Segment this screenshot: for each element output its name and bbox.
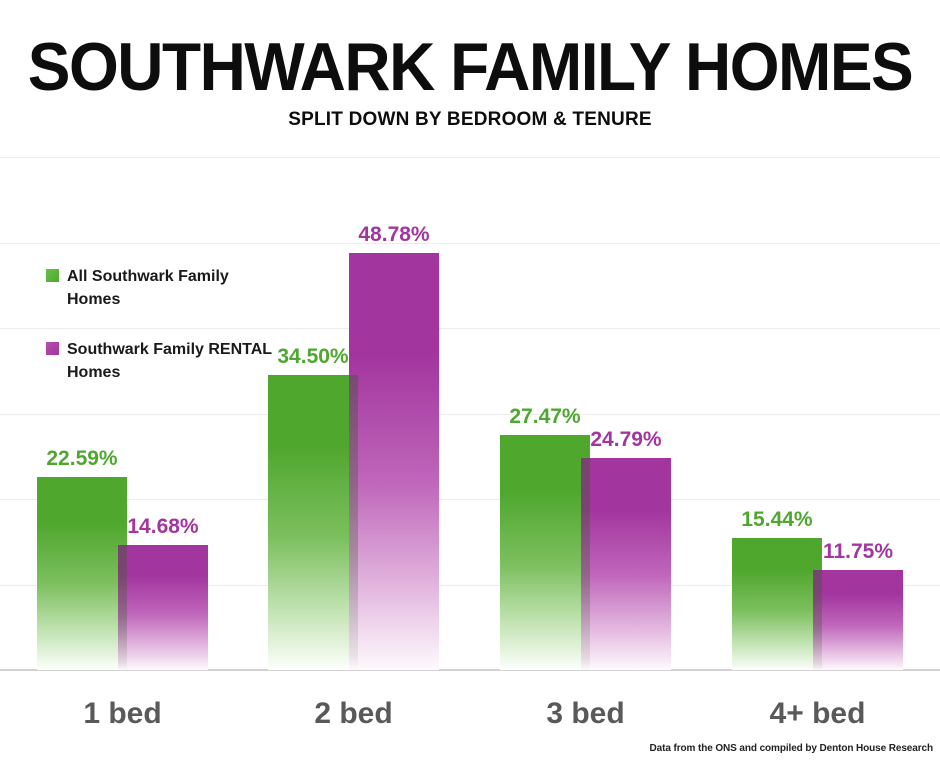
x-axis-baseline [0,669,940,671]
legend: All Southwark Family Homes Southwark Fam… [46,266,282,413]
bar-southwark-family-rental-homes-2-bed [349,252,439,670]
plot-area: 22.59% 14.68% 34.50% 48.78% 27.47% 24.79% 15.4… [0,157,940,671]
legend-swatch-all-homes [46,269,59,282]
category-label-4-bed: 4+ bed [769,697,866,730]
legend-label-rental-homes: Southwark Family RENTAL Homes [67,341,272,382]
legend-item-all-homes: All Southwark Family Homes [46,266,282,311]
bar-southwark-family-rental-homes-1-bed [118,544,208,670]
value-label-all-southwark-family-homes-2-bed: 34.50% [277,345,349,369]
value-label-southwark-family-rental-homes-1-bed: 14.68% [127,514,199,538]
gridline-60pct [0,157,940,158]
bar-overlap-shadow-2-bed [349,375,358,670]
gridline-20pct [0,499,940,500]
category-label-1-bed: 1 bed [83,697,162,730]
bar-southwark-family-rental-homes-3-bed [581,458,671,670]
value-label-all-southwark-family-homes-3-bed: 27.47% [509,405,581,429]
value-label-southwark-family-rental-homes-4-bed: 11.75% [822,539,894,563]
source-footnote: Data from the ONS and compiled by Denton… [649,743,934,754]
gridline-50pct [0,242,940,244]
bar-all-southwark-family-homes-4-bed [732,538,822,670]
gridline-30pct [0,413,940,415]
legend-label-all-homes: All Southwark Family Homes [67,268,229,308]
category-label-2-bed: 2 bed [314,697,393,730]
value-label-southwark-family-rental-homes-2-bed: 48.78% [358,222,430,246]
chart-header: SOUTHWARK FAMILY HOMES SPLIT DOWN BY BED… [0,0,940,131]
chart-title: SOUTHWARK FAMILY HOMES [27,28,914,105]
bar-all-southwark-family-homes-2-bed [268,375,358,670]
value-label-all-southwark-family-homes-1-bed: 22.59% [46,446,118,470]
bar-all-southwark-family-homes-1-bed [37,476,127,670]
chart-subtitle: SPLIT DOWN BY BEDROOM & TENURE [288,109,652,131]
bar-overlap-shadow-4-bed [813,569,822,670]
legend-swatch-rental-homes [46,342,59,356]
bar-overlap-shadow-3-bed [581,458,590,670]
bar-all-southwark-family-homes-3-bed [500,435,590,670]
value-label-all-southwark-family-homes-4-bed: 15.44% [741,508,813,531]
gridline-10pct [0,584,940,586]
bar-overlap-shadow-1-bed [118,544,127,670]
gridline-40pct [0,328,940,329]
category-label-3-bed: 3 bed [546,697,625,730]
bar-southwark-family-rental-homes-4-bed [813,569,903,670]
value-label-southwark-family-rental-homes-3-bed: 24.79% [590,428,662,452]
legend-item-rental-homes: Southwark Family RENTAL Homes [46,339,282,384]
